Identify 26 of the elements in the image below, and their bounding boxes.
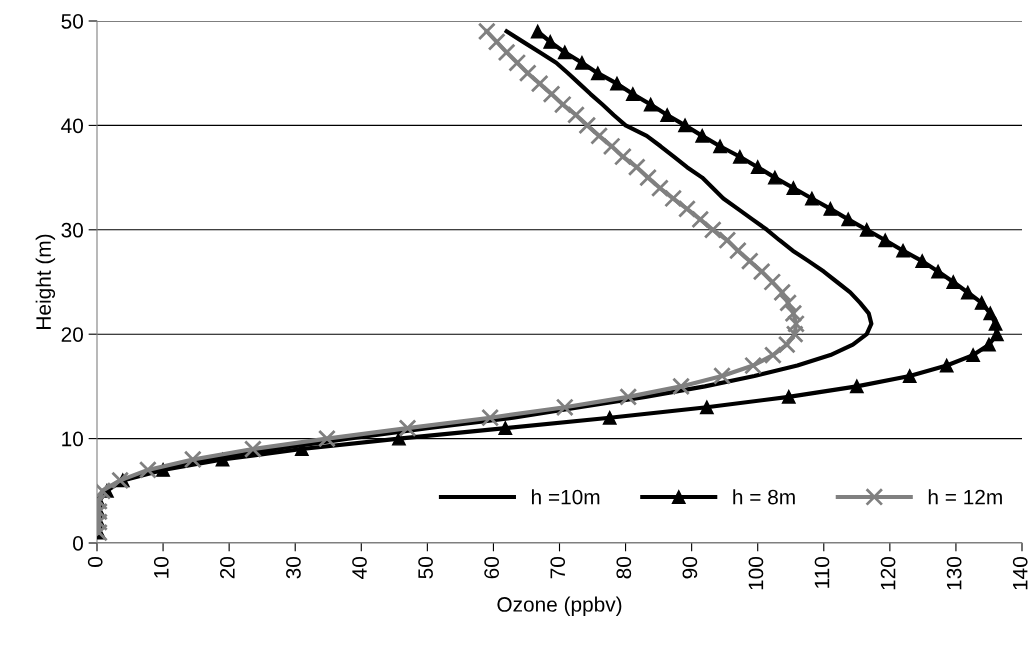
x-tick-label: 0 <box>87 557 103 567</box>
y-axis-title: Height (m) <box>35 234 56 329</box>
x-tick-label: 20 <box>219 557 235 579</box>
x-tick-label: 50 <box>418 557 433 579</box>
x-tick-label: 130 <box>946 557 962 590</box>
y-tick-label: 30 <box>61 222 83 238</box>
x-tick-label: 10 <box>153 557 169 578</box>
legend-label: h = 12m <box>928 489 1002 505</box>
x-tick-label: 40 <box>352 557 367 579</box>
y-tick-label: 0 <box>73 536 83 551</box>
x-tick-label: 60 <box>484 557 500 579</box>
y-tick-label: 20 <box>61 327 83 342</box>
x-tick-label: 100 <box>748 557 764 590</box>
x-tick-label: 90 <box>682 557 698 579</box>
x-tick-label: 80 <box>616 557 632 579</box>
y-tick-label: 50 <box>61 14 83 29</box>
x-axis-title: Ozone (ppbv) <box>497 596 622 616</box>
x-tick-label: 30 <box>286 557 301 579</box>
x-tick-label: 140 <box>1012 557 1028 590</box>
y-tick-label: 40 <box>61 118 83 134</box>
x-tick-label: 120 <box>880 557 896 590</box>
legend-label: h = 8m <box>733 489 795 505</box>
legend-label: h =10m <box>532 489 600 505</box>
x-tick-label: 70 <box>550 557 566 579</box>
y-tick-label: 10 <box>62 431 83 447</box>
x-tick-label: 110 <box>814 557 830 588</box>
